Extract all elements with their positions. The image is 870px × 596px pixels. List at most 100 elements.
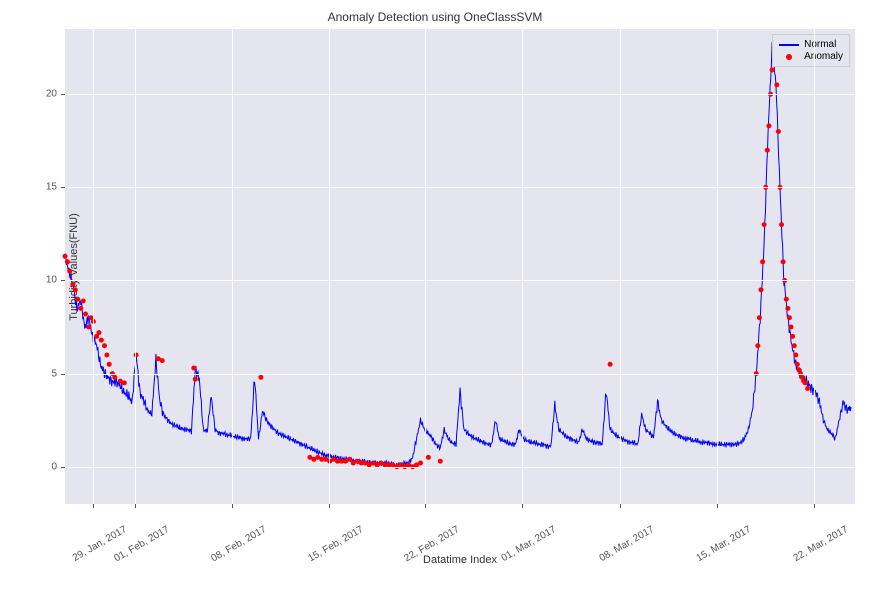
- anomaly-point: [70, 282, 75, 287]
- grid-line-h: [65, 94, 855, 95]
- chart-container: Anomaly Detection using OneClassSVM Turb…: [10, 10, 860, 586]
- anomaly-point: [762, 222, 767, 227]
- grid-line-v: [425, 29, 426, 504]
- anomaly-point: [793, 353, 798, 358]
- legend: Normal Anomaly: [772, 34, 850, 67]
- ytick-mark: [61, 280, 65, 281]
- anomaly-point: [776, 129, 781, 134]
- grid-line-h: [65, 280, 855, 281]
- anomaly-point: [805, 386, 810, 391]
- ytick-mark: [61, 94, 65, 95]
- anomaly-point: [787, 315, 792, 320]
- anomaly-point: [78, 306, 83, 311]
- grid-line-v: [522, 29, 523, 504]
- grid-line-h: [65, 467, 855, 468]
- legend-item-normal: Normal: [779, 39, 843, 50]
- anomaly-point: [795, 362, 800, 367]
- grid-line-v: [620, 29, 621, 504]
- xtick-label: 08, Mar, 2017: [597, 524, 655, 564]
- anomaly-point: [784, 297, 789, 302]
- anomaly-point: [790, 334, 795, 339]
- anomaly-point: [759, 287, 764, 292]
- xtick-label: 15, Feb, 2017: [306, 524, 365, 564]
- chart-svg: [65, 29, 855, 504]
- anomaly-point: [102, 343, 107, 348]
- legend-line-icon: [779, 44, 799, 46]
- xtick-label: 15, Mar, 2017: [694, 524, 752, 564]
- ytick-label: 15: [46, 182, 57, 193]
- legend-label-normal: Normal: [804, 39, 836, 50]
- anomaly-point: [803, 380, 808, 385]
- xtick-mark: [522, 504, 523, 508]
- anomaly-point: [755, 343, 760, 348]
- anomaly-point: [160, 358, 165, 363]
- grid-line-v: [814, 29, 815, 504]
- xtick-mark: [620, 504, 621, 508]
- anomaly-point: [426, 455, 431, 460]
- anomaly-point: [760, 259, 765, 264]
- xtick-label: 08, Feb, 2017: [209, 524, 268, 564]
- anomaly-point: [781, 259, 786, 264]
- xtick-label: 22, Mar, 2017: [792, 524, 850, 564]
- normal-line: [65, 42, 851, 467]
- anomaly-point: [193, 377, 198, 382]
- xtick-mark: [135, 504, 136, 508]
- anomaly-point: [608, 362, 613, 367]
- anomaly-point: [766, 123, 771, 128]
- anomaly-point: [112, 375, 117, 380]
- anomaly-point: [73, 287, 78, 292]
- anomaly-point: [779, 222, 784, 227]
- anomaly-point: [63, 254, 68, 259]
- anomaly-point: [99, 338, 104, 343]
- xtick-mark: [93, 504, 94, 508]
- grid-line-h: [65, 374, 855, 375]
- xtick-mark: [232, 504, 233, 508]
- grid-line-v: [135, 29, 136, 504]
- anomaly-point: [83, 312, 88, 317]
- legend-dot-icon: [779, 54, 799, 60]
- xtick-mark: [814, 504, 815, 508]
- ytick-label: 20: [46, 89, 57, 100]
- legend-label-anomaly: Anomaly: [804, 51, 843, 62]
- xtick-mark: [717, 504, 718, 508]
- ytick-label: 0: [51, 461, 57, 472]
- anomaly-point: [774, 82, 779, 87]
- anomaly-point: [107, 362, 112, 367]
- ytick-mark: [61, 467, 65, 468]
- anomaly-point: [67, 269, 72, 274]
- anomaly-point: [792, 343, 797, 348]
- ytick-label: 10: [46, 275, 57, 286]
- ytick-mark: [61, 187, 65, 188]
- grid-line-v: [232, 29, 233, 504]
- grid-line-v: [93, 29, 94, 504]
- anomaly-point: [81, 299, 86, 304]
- anomaly-point: [191, 366, 196, 371]
- x-axis-label: Datatime Index: [423, 554, 497, 566]
- anomaly-point: [347, 457, 352, 462]
- legend-item-anomaly: Anomaly: [779, 51, 843, 62]
- anomaly-point: [86, 325, 91, 330]
- anomaly-point: [122, 380, 127, 385]
- anomaly-point: [75, 297, 80, 302]
- anomaly-point: [258, 375, 263, 380]
- grid-line-h: [65, 187, 855, 188]
- grid-line-v: [329, 29, 330, 504]
- plot-area: Turbidity Values(FNU) Datatime Index Nor…: [65, 29, 855, 504]
- anomaly-point: [785, 306, 790, 311]
- xtick-label: 01, Mar, 2017: [500, 524, 558, 564]
- ytick-mark: [61, 374, 65, 375]
- anomaly-point: [789, 325, 794, 330]
- xtick-mark: [425, 504, 426, 508]
- anomaly-point: [757, 315, 762, 320]
- anomaly-point: [438, 459, 443, 464]
- xtick-mark: [329, 504, 330, 508]
- anomaly-point: [97, 330, 102, 335]
- anomaly-point: [104, 353, 109, 358]
- anomaly-point: [418, 461, 423, 466]
- grid-line-v: [717, 29, 718, 504]
- chart-title: Anomaly Detection using OneClassSVM: [10, 10, 860, 24]
- ytick-label: 5: [51, 368, 57, 379]
- anomaly-point: [765, 148, 770, 153]
- anomaly-point: [65, 259, 70, 264]
- anomaly-point: [770, 68, 775, 73]
